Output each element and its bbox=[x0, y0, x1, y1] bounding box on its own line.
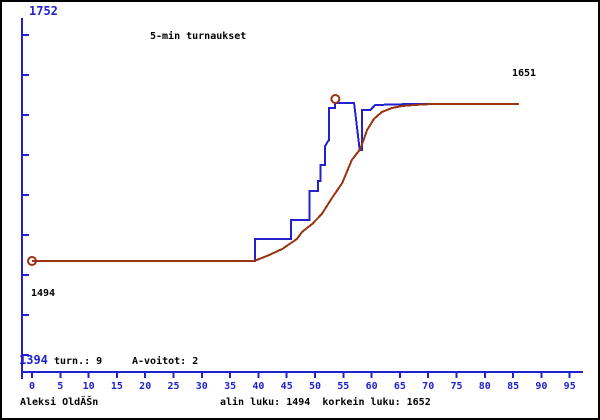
x-tick-label: 50 bbox=[309, 381, 321, 392]
footer-rating-range: alin luku: 1494 korkein luku: 1652 bbox=[220, 397, 431, 408]
x-tick-label: 40 bbox=[252, 381, 264, 392]
x-tick-label: 95 bbox=[564, 381, 576, 392]
highest-point-marker bbox=[330, 94, 341, 104]
smoothed-average-line bbox=[32, 103, 519, 262]
x-tick-label: 60 bbox=[366, 381, 378, 392]
y-axis-max-label: 1752 bbox=[29, 4, 58, 18]
x-tick-label: 55 bbox=[337, 381, 349, 392]
tournament-count-label: turn.: 9 bbox=[54, 356, 103, 367]
x-tick-label: 15 bbox=[111, 381, 123, 392]
x-tick-label: 70 bbox=[422, 381, 434, 392]
start-rating-label: 1494 bbox=[31, 288, 56, 299]
x-tick-label: 85 bbox=[507, 381, 519, 392]
x-tick-label: 80 bbox=[479, 381, 491, 392]
a-wins-label: A-voitot: 2 bbox=[132, 356, 199, 367]
y-axis-min-label: 1394 bbox=[19, 353, 48, 367]
x-tick-label: 45 bbox=[281, 381, 293, 392]
x-tick-label: 10 bbox=[83, 381, 95, 392]
x-tick-label: 5 bbox=[57, 381, 63, 392]
lowest-point-marker bbox=[27, 256, 37, 266]
final-rating-label: 1651 bbox=[512, 68, 537, 79]
x-tick-label: 0 bbox=[29, 381, 35, 392]
x-tick-label: 35 bbox=[224, 381, 236, 392]
x-tick-label: 30 bbox=[196, 381, 208, 392]
x-tick-label: 20 bbox=[139, 381, 151, 392]
chart-title: 5-min turnaukset bbox=[150, 31, 247, 42]
x-tick-label: 65 bbox=[394, 381, 406, 392]
x-tick-label: 25 bbox=[167, 381, 179, 392]
x-tick-label: 90 bbox=[535, 381, 547, 392]
rating-after-game-line bbox=[32, 102, 519, 262]
x-tick-label: 75 bbox=[450, 381, 462, 392]
player-name: Aleksi OldĂŠn bbox=[20, 397, 99, 408]
